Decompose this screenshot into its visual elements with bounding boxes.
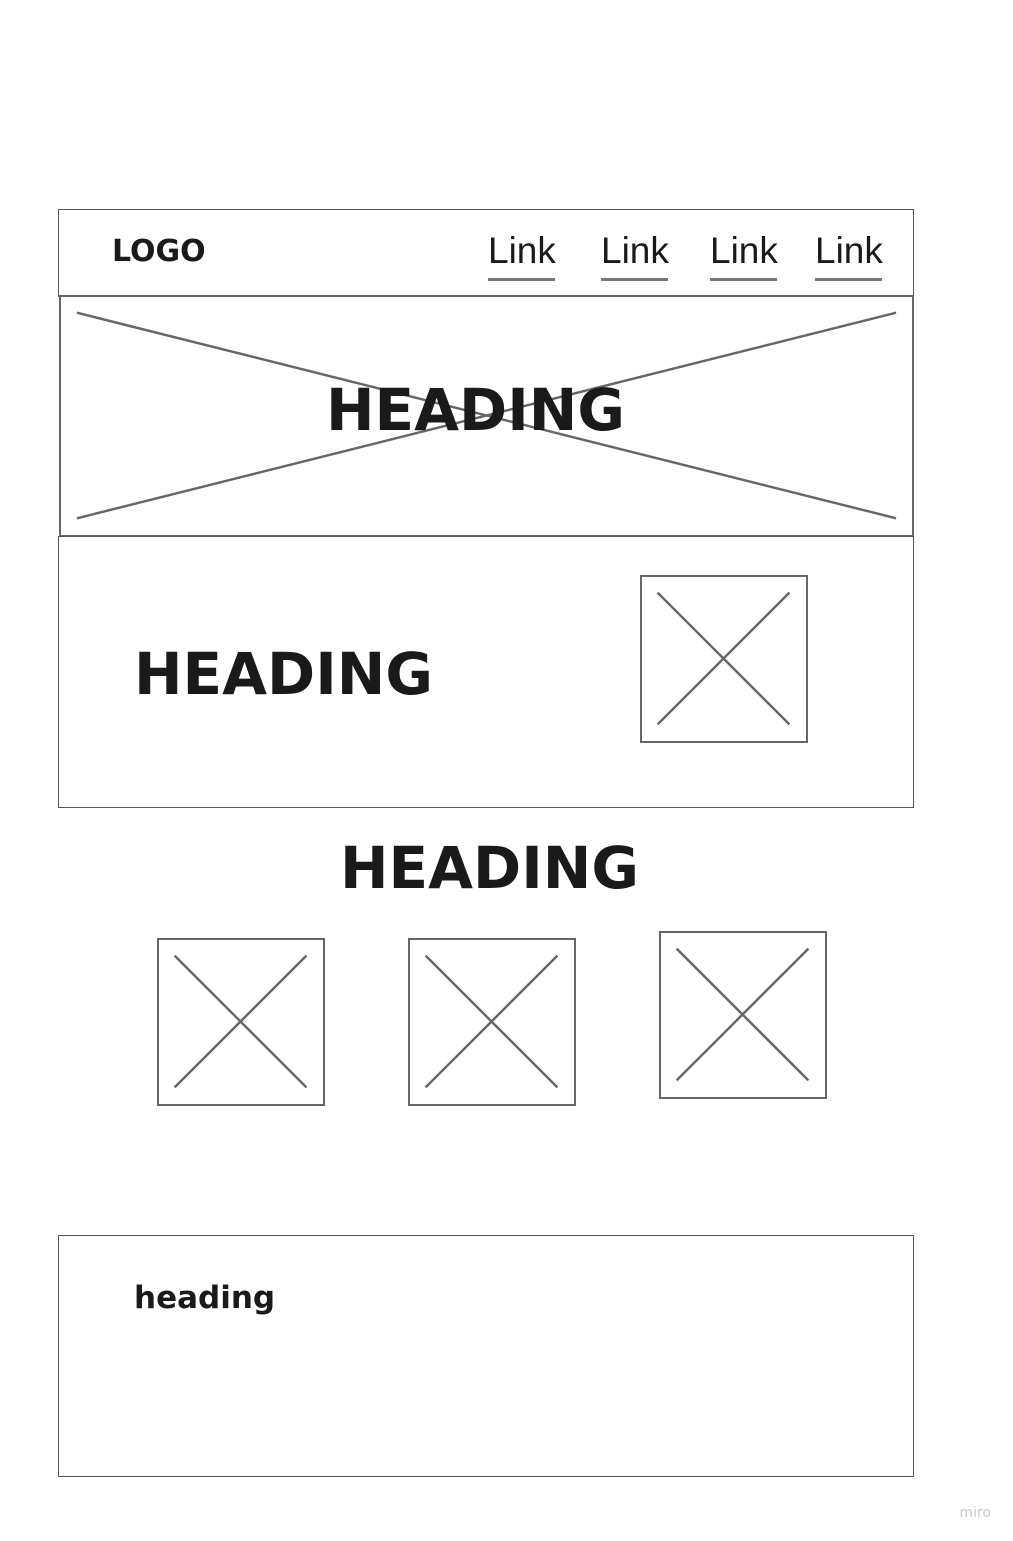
gallery-3-cross-icon: [675, 947, 810, 1082]
nav-link-1-underline: [488, 278, 555, 281]
nav-link-4-underline: [815, 278, 882, 281]
logo[interactable]: LOGO: [112, 234, 206, 269]
feature-image-placeholder: [640, 575, 808, 743]
feature-heading: HEADING: [134, 640, 433, 708]
footer-heading: heading: [134, 1280, 276, 1316]
gallery-2-cross-icon: [424, 954, 559, 1089]
nav-link-2-underline: [601, 278, 668, 281]
gallery-image-placeholder-1: [157, 938, 325, 1106]
nav-link-1[interactable]: Link: [488, 230, 556, 271]
nav-link-4[interactable]: Link: [815, 230, 883, 271]
hero-heading: HEADING: [326, 376, 625, 444]
nav-link-2[interactable]: Link: [601, 230, 669, 271]
gallery-image-placeholder-3: [659, 931, 827, 1099]
hero-placeholder-cross-icon: [76, 311, 897, 520]
watermark: miro: [959, 1505, 991, 1521]
gallery-image-placeholder-2: [408, 938, 576, 1106]
gallery-heading: HEADING: [340, 834, 639, 902]
feature-section: [58, 536, 914, 808]
nav-link-3-underline: [710, 278, 777, 281]
nav-link-3[interactable]: Link: [710, 230, 778, 271]
footer-section: [58, 1235, 914, 1477]
gallery-1-cross-icon: [173, 954, 308, 1089]
feature-placeholder-cross-icon: [656, 591, 791, 726]
